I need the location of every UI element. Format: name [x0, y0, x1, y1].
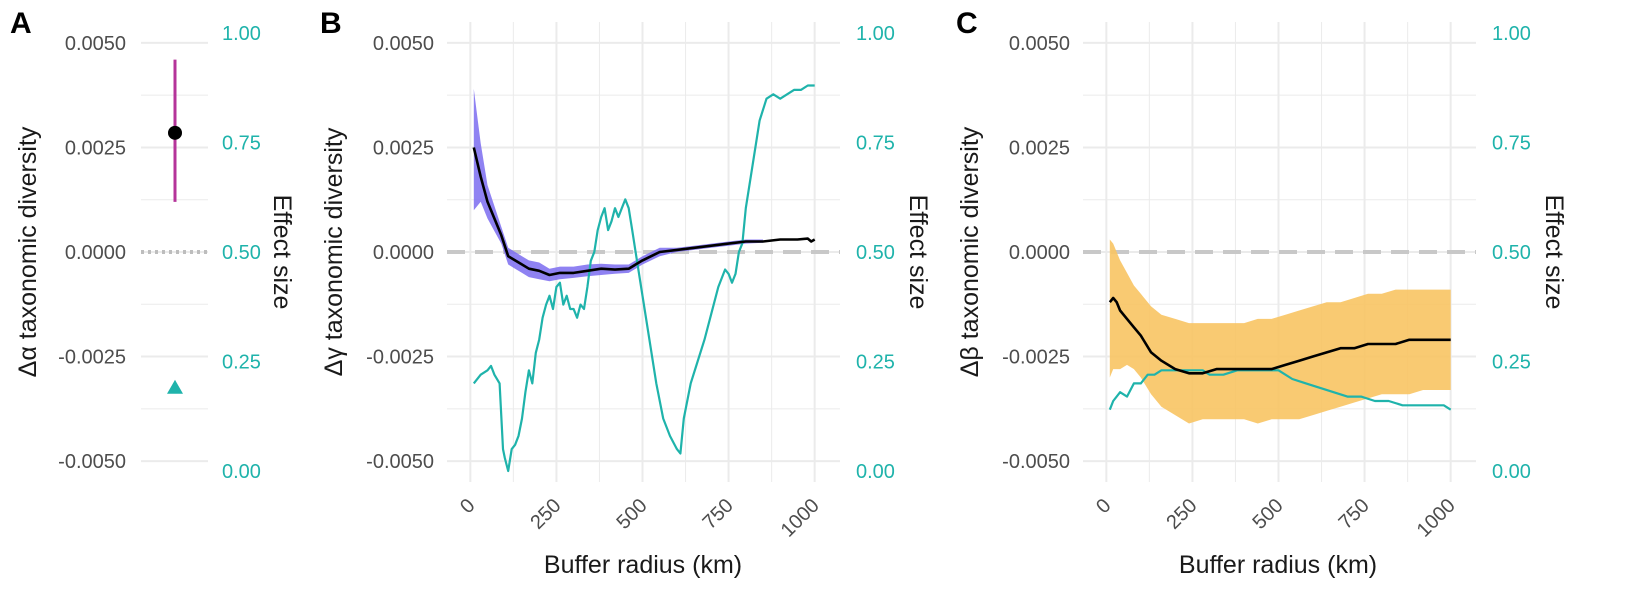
panel-c-y2-tick-label: 0.50: [1492, 242, 1531, 264]
panel-c-y2-tick-label: 0.00: [1492, 461, 1531, 483]
panel-b-x-ticks: 0 250 500 750 1000: [456, 495, 824, 542]
panel-c-x-axis-title: Buffer radius (km): [1179, 551, 1377, 579]
panel-label-a: A: [10, 7, 32, 40]
panel-a-effect-size-marker: [167, 379, 183, 394]
panel-a: A 0.0050 0.0025 0.0000 -0.0025 -0.0050 1.00 0…: [10, 7, 296, 483]
panel-c-y-tick-label: 0.0000: [1009, 242, 1070, 264]
panel-b-y2-tick-label: 0.25: [856, 352, 895, 374]
panel-b-y-tick-label: -0.0050: [366, 451, 434, 473]
panel-c-confidence-ribbon: [1109, 239, 1451, 424]
panel-c-y-tick-label: -0.0050: [1002, 451, 1070, 473]
panel-b-y2-tick-label: 0.00: [856, 461, 895, 483]
panel-c-y2-ticks: 1.00 0.75 0.50 0.25 0.00: [1492, 23, 1531, 483]
panel-c-effect-size-line: [1108, 369, 1452, 411]
panel-c-marks: [1083, 239, 1476, 424]
panel-b-y-axis-title: Δγ taxonomic diversity: [320, 127, 348, 376]
panel-b-y2-tick-label: 0.50: [856, 242, 895, 264]
panel-label-b: B: [320, 7, 342, 40]
panel-a-y-tick-label: 0.0025: [65, 137, 126, 159]
panel-a-y2-tick-label: 1.00: [222, 23, 261, 45]
panel-a-marks: [141, 59, 208, 394]
panel-b-y2-tick-label: 1.00: [856, 23, 895, 45]
panel-c-x-ticks: 0 250 500 750 1000: [1092, 495, 1460, 542]
panel-c-y-tick-label: 0.0025: [1009, 137, 1070, 159]
panel-c-y2-tick-label: 1.00: [1492, 23, 1531, 45]
panel-a-y-tick-label: 0.0050: [65, 33, 126, 55]
panel-c-x-tick-label: 0: [1092, 495, 1115, 518]
panel-c-x-tick-label: 250: [1162, 495, 1201, 534]
panel-b-y-tick-label: 0.0000: [373, 242, 434, 264]
panel-b-y2-ticks: 1.00 0.75 0.50 0.25 0.00: [856, 23, 895, 483]
panel-label-c: C: [956, 7, 978, 40]
panel-b-y2-axis-title: Effect size: [904, 195, 932, 310]
panel-b-effect-size-line: [472, 84, 815, 473]
panel-a-y-ticks: 0.0050 0.0025 0.0000 -0.0025 -0.0050: [58, 33, 126, 473]
panel-c-y2-tick-label: 0.75: [1492, 132, 1531, 154]
panel-a-y2-tick-label: 0.50: [222, 242, 261, 264]
panel-a-y2-tick-label: 0.00: [222, 461, 261, 483]
panel-a-y-axis-title: Δα taxonomic diversity: [14, 126, 42, 377]
panel-c-x-tick-label: 750: [1335, 495, 1374, 534]
panel-a-y-tick-label: 0.0000: [65, 242, 126, 264]
panel-b-y-tick-label: 0.0050: [373, 33, 434, 55]
panel-a-y-tick-label: -0.0050: [58, 451, 126, 473]
panel-c-y-tick-label: 0.0050: [1009, 33, 1070, 55]
panel-b-x-tick-label: 750: [699, 495, 738, 534]
panel-c-x-tick-label: 1000: [1413, 495, 1460, 542]
panel-b-y-tick-label: 0.0025: [373, 137, 434, 159]
panel-c: C 0.0050 0.0025 0.0000 -0.0025 -0.0050 1.00 0…: [956, 7, 1568, 579]
panel-c-y-ticks: 0.0050 0.0025 0.0000 -0.0025 -0.0050: [1002, 33, 1070, 473]
panel-a-y2-tick-label: 0.75: [222, 132, 261, 154]
panel-b-y2-tick-label: 0.75: [856, 132, 895, 154]
panel-a-y2-ticks: 1.00 0.75 0.50 0.25 0.00: [222, 23, 261, 483]
panel-b-y-ticks: 0.0050 0.0025 0.0000 -0.0025 -0.0050: [366, 33, 434, 473]
panel-a-estimate-point: [168, 125, 182, 140]
panel-b-marks: [447, 84, 840, 473]
panel-b: B 0.0050 0.0025 0.0000 -0.0025 -0.0050 1.00 0…: [320, 7, 932, 579]
panel-c-y2-tick-label: 0.25: [1492, 352, 1531, 374]
panel-b-x-tick-label: 1000: [777, 495, 824, 542]
panel-b-mean-line: [472, 147, 816, 277]
panel-c-y-tick-label: -0.0025: [1002, 347, 1070, 369]
panel-c-x-tick-label: 500: [1248, 495, 1287, 534]
panel-a-y2-tick-label: 0.25: [222, 352, 261, 374]
panel-c-y-axis-title: Δβ taxonomic diversity: [956, 126, 984, 377]
panel-a-y2-axis-title: Effect size: [268, 195, 296, 310]
panel-c-y2-axis-title: Effect size: [1540, 195, 1568, 310]
panel-c-mean-line: [1108, 296, 1451, 375]
panel-b-x-tick-label: 500: [612, 495, 651, 534]
panel-b-x-tick-label: 250: [526, 495, 565, 534]
panel-b-y-tick-label: -0.0025: [366, 347, 434, 369]
panel-b-x-axis-title: Buffer radius (km): [544, 551, 742, 579]
panel-b-x-tick-label: 0: [456, 495, 479, 518]
panel-a-y-tick-label: -0.0025: [58, 347, 126, 369]
